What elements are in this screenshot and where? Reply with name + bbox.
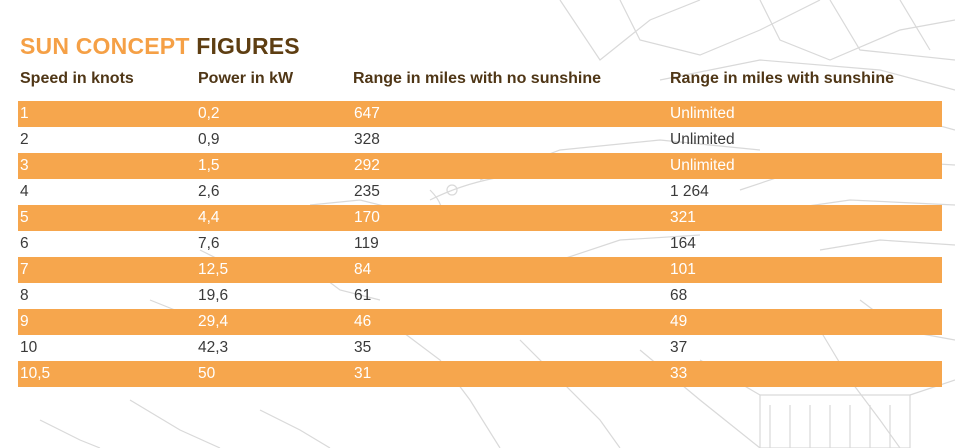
cell-range-sun: 101 [670,261,696,278]
figures-table-body: 1 0,2 647 Unlimited 2 0,9 328 Unlimited … [18,101,942,387]
cell-range-sun: 37 [670,339,688,356]
cell-speed: 7 [20,261,29,278]
cell-range-no-sun: 61 [354,287,372,304]
table-row: 4 2,6 235 1 264 [18,179,942,205]
table-row: 8 19,6 61 68 [18,283,942,309]
header-range-sun: Range in miles with sunshine [670,70,895,87]
cell-range-no-sun: 235 [354,183,380,200]
cell-range-no-sun: 292 [354,157,380,174]
table-row: 1 0,2 647 Unlimited [18,101,942,127]
cell-speed: 10 [20,339,38,356]
table-row: 10,5 50 31 33 [18,361,942,387]
cell-power: 19,6 [198,287,229,304]
cell-range-no-sun: 170 [354,209,380,226]
cell-range-sun: Unlimited [670,131,735,148]
cell-power: 50 [198,365,216,382]
cell-range-sun: Unlimited [670,105,735,122]
cell-range-sun: 49 [670,313,688,330]
cell-power: 4,4 [198,209,220,226]
cell-power: 1,5 [198,157,220,174]
cell-range-sun: 33 [670,365,688,382]
cell-speed: 8 [20,287,29,304]
cell-power: 12,5 [198,261,229,278]
header-power: Power in kW [198,70,294,87]
table-row: 10 42,3 35 37 [18,335,942,361]
cell-speed: 9 [20,313,29,330]
title-dark: FIGURES [196,33,300,59]
cell-speed: 10,5 [20,365,51,382]
cell-power: 0,2 [198,105,220,122]
cell-range-no-sun: 119 [354,235,379,252]
title-accent: SUN CONCEPT [20,33,190,59]
cell-range-sun: 164 [670,235,696,252]
table-row: 6 7,6 119 164 [18,231,942,257]
cell-power: 42,3 [198,339,229,356]
cell-range-sun: 68 [670,287,688,304]
cell-power: 29,4 [198,313,229,330]
cell-speed: 3 [20,157,29,174]
cell-speed: 2 [20,131,29,148]
cell-speed: 6 [20,235,29,252]
cell-range-no-sun: 647 [354,105,380,122]
cell-power: 2,6 [198,183,220,200]
cell-range-no-sun: 35 [354,339,372,356]
table-row: 3 1,5 292 Unlimited [18,153,942,179]
cell-range-sun: Unlimited [670,157,735,174]
cell-range-sun: 1 264 [670,183,709,200]
cell-range-no-sun: 46 [354,313,372,330]
page-title: SUN CONCEPT FIGURES [20,32,300,60]
table-header-row: Speed in knots Power in kW Range in mile… [0,66,955,92]
cell-range-no-sun: 31 [354,365,372,382]
cell-power: 7,6 [198,235,220,252]
cell-range-sun: 321 [670,209,696,226]
cell-speed: 4 [20,183,29,200]
table-row: 5 4,4 170 321 [18,205,942,231]
cell-speed: 1 [20,105,29,122]
cell-range-no-sun: 84 [354,261,372,278]
cell-speed: 5 [20,209,29,226]
table-row: 7 12,5 84 101 [18,257,942,283]
cell-power: 0,9 [198,131,220,148]
header-range-no-sun: Range in miles with no sunshine [353,70,602,87]
cell-range-no-sun: 328 [354,131,380,148]
table-row: 9 29,4 46 49 [18,309,942,335]
header-speed: Speed in knots [20,70,134,87]
table-row: 2 0,9 328 Unlimited [18,127,942,153]
